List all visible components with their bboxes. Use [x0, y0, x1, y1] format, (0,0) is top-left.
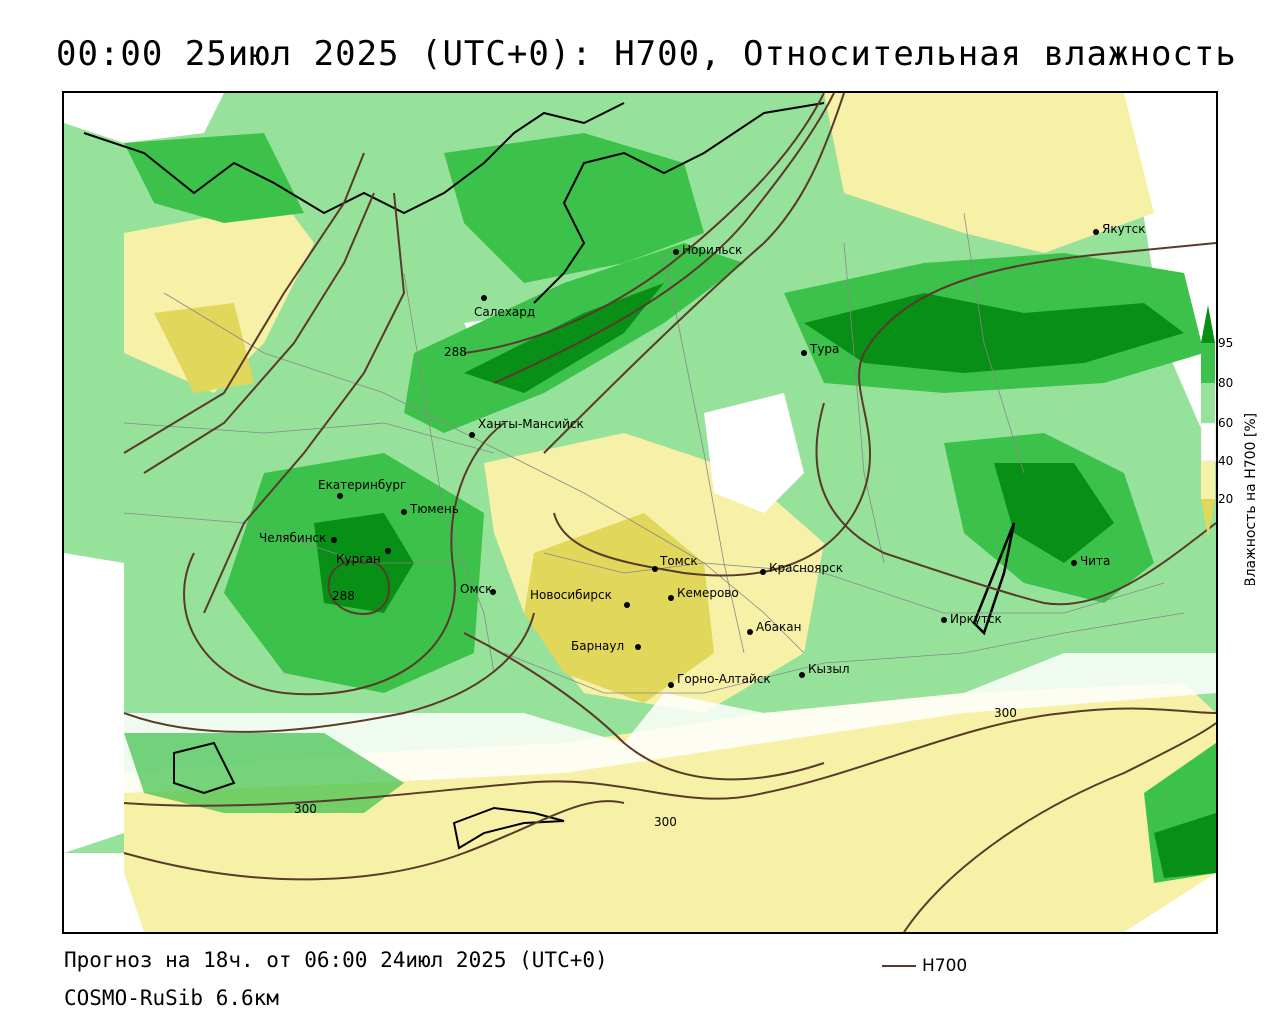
city-label-salekhard: Салехард	[474, 305, 535, 319]
lake-baikal	[972, 522, 1016, 636]
dry-core-central	[524, 513, 714, 703]
city-dot-salekhard	[481, 295, 487, 301]
city-dot-chita	[1071, 560, 1077, 566]
arctic-coastline	[83, 102, 625, 215]
city-dot-gorno-altaysk	[668, 682, 674, 688]
city-label-yekaterinburg: Екатеринбург	[318, 478, 406, 492]
city-dot-krasnoyarsk	[760, 569, 766, 575]
city-dot-abakan	[747, 629, 753, 635]
colorbar-band-80-95	[1201, 343, 1215, 383]
city-label-tomsk: Томск	[659, 554, 698, 568]
city-dot-novosibirsk	[624, 602, 630, 608]
dry-core-west	[154, 303, 254, 393]
dry-area-northeast	[824, 93, 1154, 253]
map-canvas: 288 288 300 300 300 Якутск Норильск Сале…	[64, 93, 1216, 932]
city-dot-omsk	[490, 589, 496, 595]
contour-label-288-north: 288	[444, 345, 467, 359]
city-label-kemerovo: Кемерово	[677, 586, 739, 600]
city-dot-kyzyl	[799, 672, 805, 678]
city-label-tyumen: Тюмень	[409, 502, 459, 516]
city-dot-kurgan	[385, 548, 391, 554]
city-label-kyzyl: Кызыл	[808, 662, 850, 676]
city-dot-tura	[801, 350, 807, 356]
city-dot-tyumen	[401, 509, 407, 515]
low-humidity-band	[124, 653, 1216, 793]
h700-isolines	[123, 93, 1216, 932]
isoline-legend: H700	[882, 956, 967, 976]
colorbar-tick-60: 60	[1218, 416, 1233, 430]
forecast-info: Прогноз на 18ч. от 06:00 24июл 2025 (UTC…	[64, 948, 608, 972]
colorbar-tick-95: 95	[1218, 336, 1233, 350]
city-label-tura: Тура	[809, 342, 839, 356]
very-humid-area-baikal	[994, 463, 1114, 563]
colorbar-tick-40: 40	[1218, 454, 1233, 468]
model-name: COSMO-RuSib 6.6км	[64, 986, 279, 1010]
city-label-chelyabinsk: Челябинск	[259, 531, 326, 545]
city-label-abakan: Абакан	[756, 620, 801, 634]
lake-balkhash	[452, 806, 565, 850]
city-label-irkutsk: Иркутск	[950, 612, 1002, 626]
colorbar-arrow-top	[1201, 305, 1215, 343]
city-dot-yekaterinburg	[337, 493, 343, 499]
nodata-left	[64, 553, 124, 853]
city-label-chita: Чита	[1080, 554, 1110, 568]
low-humidity-patch-center	[704, 393, 804, 513]
colorbar-graphic: 95 80 60 40 20 Влажность на H700 [%]	[1200, 305, 1259, 587]
contour-label-300-west: 300	[294, 802, 317, 816]
contour-label-300-south: 300	[654, 815, 677, 829]
lake-southwest	[173, 741, 236, 795]
colorbar-band-40-60	[1200, 422, 1216, 462]
dry-area-south	[124, 683, 1216, 932]
city-dot-chelyabinsk	[331, 537, 337, 543]
colorbar-tick-20: 20	[1218, 492, 1233, 506]
nodata-top-left	[64, 93, 224, 143]
city-dot-kemerovo	[668, 595, 674, 601]
city-label-barnaul: Барнаул	[571, 639, 624, 653]
city-dot-tomsk	[652, 566, 658, 572]
contour-label-300-east: 300	[994, 706, 1017, 720]
very-humid-band-diagonal	[464, 283, 664, 393]
city-label-omsk: Омск	[460, 582, 492, 596]
very-humid-area-southeast	[1154, 813, 1216, 878]
isoline-legend-label: H700	[922, 956, 968, 976]
city-dot-barnaul	[635, 644, 641, 650]
city-dot-irkutsk	[941, 617, 947, 623]
colorbar-tick-80: 80	[1218, 376, 1233, 390]
city-label-khanty-mansiysk: Ханты-Мансийск	[478, 417, 584, 431]
city-label-norilsk: Норильск	[682, 243, 742, 257]
colorbar-arrow-bottom	[1201, 499, 1215, 537]
map-title: 00:00 25июл 2025 (UTC+0): H700, Относите…	[56, 34, 1237, 74]
colorbar-band-60-80	[1201, 383, 1215, 423]
colorbar-title: Влажность на H700 [%]	[1243, 413, 1259, 585]
city-label-yakutsk: Якутск	[1102, 222, 1146, 236]
humidity-colorbar: 95 80 60 40 20 Влажность на H700 [%]	[1200, 305, 1260, 587]
yamal-coastline	[533, 102, 825, 304]
city-markers: Якутск Норильск Салехард Тура Ханты-Манс…	[259, 222, 1146, 688]
city-label-krasnoyarsk: Красноярск	[769, 561, 843, 575]
city-label-novosibirsk: Новосибирск	[530, 588, 612, 602]
city-dot-khanty-mansiysk	[469, 432, 475, 438]
contour-label-288-kurgan: 288	[332, 589, 355, 603]
city-dot-yakutsk	[1093, 229, 1099, 235]
map-area[interactable]: 288 288 300 300 300 Якутск Норильск Сале…	[62, 91, 1218, 934]
city-label-kurgan: Курган	[336, 552, 381, 566]
isoline-legend-swatch	[882, 965, 916, 967]
humid-area-north	[444, 133, 704, 283]
city-label-gorno-altaysk: Горно-Алтайск	[677, 672, 771, 686]
colorbar-band-20-40	[1201, 461, 1215, 499]
city-dot-norilsk	[673, 249, 679, 255]
humid-area-southwest	[124, 733, 404, 813]
